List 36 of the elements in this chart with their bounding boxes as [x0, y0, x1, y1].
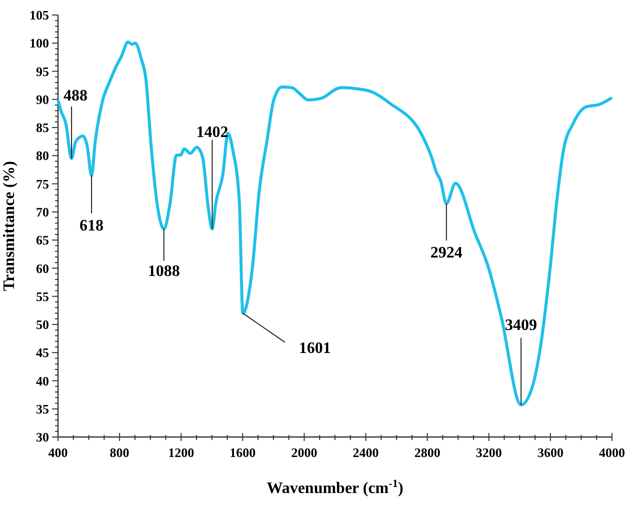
y-tick-label: 95	[36, 64, 50, 79]
y-tick-label: 35	[36, 401, 50, 416]
annotation: 2924	[430, 244, 462, 262]
annotation: 618	[80, 217, 104, 234]
y-tick-label: 60	[36, 260, 49, 276]
y-tick-label: 55	[36, 288, 50, 304]
x-tick-label: 3200	[476, 445, 502, 460]
y-tick-label: 50	[36, 317, 49, 332]
x-tick-label: 400	[48, 445, 68, 460]
y-tick-label: 105	[30, 8, 50, 23]
y-tick-label: 65	[36, 232, 50, 248]
annotation: 1088	[148, 262, 180, 280]
y-tick-label: 45	[36, 345, 50, 360]
y-tick-label: 85	[36, 120, 50, 136]
x-tick-label: 2800	[414, 445, 440, 460]
y-tick-label: 30	[36, 430, 49, 445]
y-tick-label: 90	[36, 92, 49, 107]
annotation: 1601	[298, 340, 331, 358]
x-tick-label: 2400	[352, 445, 379, 460]
x-tick-label: 2000	[291, 445, 318, 460]
annotation: 488	[64, 87, 88, 104]
annotation: 3409	[505, 316, 538, 334]
y-tick-label: 100	[30, 36, 49, 51]
x-tick-label: 800	[110, 445, 130, 460]
x-tick-label: 3600	[537, 445, 564, 460]
line-series	[56, 40, 612, 406]
y-tick-label: 70	[36, 204, 49, 220]
y-tick-label: 75	[36, 176, 50, 192]
x-tick-label: 1600	[230, 445, 256, 460]
x-tick-label: 1200	[168, 445, 194, 460]
annotation: 1402	[196, 124, 228, 141]
y-axis-title: Transmittance (%)	[1, 161, 18, 291]
x-tick-label: 4000	[599, 445, 625, 460]
y-tick-label: 80	[36, 148, 49, 164]
y-tick-label: 40	[36, 373, 49, 388]
x-axis-title: Wavenumber (cm$^{-1}$)	[266, 478, 404, 497]
